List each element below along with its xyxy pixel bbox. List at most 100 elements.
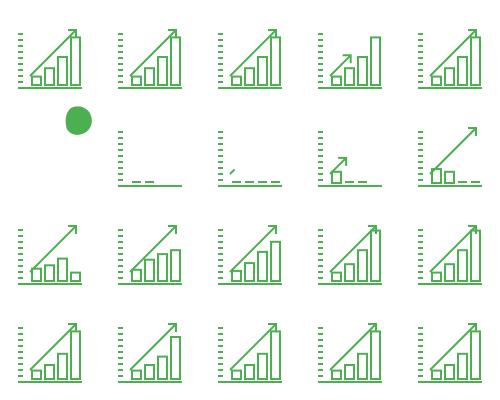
- chart-icon-frame-4: [318, 33, 382, 89]
- chart-bar: [144, 67, 155, 86]
- chart-bar: [344, 364, 355, 380]
- chart-bar: [170, 36, 181, 86]
- chart-bar: [270, 240, 281, 283]
- arrow-head-icon: [168, 29, 177, 38]
- arrow-head-icon: [268, 29, 277, 38]
- trend-line: [429, 225, 477, 273]
- arrow-head-icon: [68, 323, 77, 332]
- trend-line: [429, 127, 477, 175]
- chart-bar: [431, 168, 442, 184]
- chart-bar: [44, 264, 55, 283]
- trend-line: [329, 54, 352, 77]
- arrow-head-icon: [268, 225, 277, 234]
- trend-line: [129, 29, 177, 77]
- chart-bar: [357, 56, 368, 86]
- chart-bar: [231, 269, 242, 283]
- chart-bar: [431, 75, 442, 86]
- chart-bar: [170, 249, 181, 282]
- chart-bar: [357, 352, 368, 380]
- ink-blob: [65, 106, 92, 135]
- chart-bar: [144, 258, 155, 283]
- arrow-head-icon: [338, 156, 348, 166]
- chart-bar: [157, 253, 168, 282]
- chart-bar: [270, 36, 281, 86]
- chart-bar: [331, 369, 342, 381]
- trend-line: [329, 157, 347, 175]
- chart-bar: [257, 56, 268, 86]
- arrow-head-icon: [68, 225, 77, 234]
- trend-line: [129, 225, 177, 273]
- chart-bar: [270, 330, 281, 380]
- chart-bar: [131, 369, 142, 381]
- chart-bar: [444, 67, 455, 86]
- chart-bar: [44, 67, 55, 86]
- chart-bar: [457, 56, 468, 86]
- arrow-head-icon: [468, 29, 477, 38]
- chart-bar: [70, 330, 81, 380]
- chart-bar: [357, 249, 368, 282]
- trend-line: [129, 323, 177, 371]
- chart-icon-frame-1: [18, 29, 82, 89]
- chart-icon-frame-15: [418, 225, 482, 285]
- chart-icon-frame-19: [318, 323, 382, 383]
- chart-icon-frame-18: [218, 323, 282, 383]
- trend-line: [29, 323, 77, 371]
- chart-icon-frame-17: [118, 323, 182, 383]
- chart-bar: [57, 257, 68, 283]
- arrow-head-icon: [368, 323, 377, 332]
- arrow-head-icon: [168, 323, 177, 332]
- chart-icon-frame-5: [418, 29, 482, 89]
- chart-bar: [131, 268, 142, 282]
- chart-bar: [444, 263, 455, 283]
- trend-line: [329, 225, 377, 273]
- chart-bar: [457, 352, 468, 380]
- chart-bar: [157, 56, 168, 86]
- trend-line: [229, 323, 277, 371]
- chart-bar: [244, 364, 255, 380]
- chart-icon-frame-7: [118, 131, 182, 187]
- chart-icon-frame-13: [218, 225, 282, 285]
- chart-bar: [131, 75, 142, 86]
- chart-icon-frame-10: [418, 127, 482, 187]
- chart-bar: [70, 271, 81, 283]
- chart-icon-frame-9: [318, 131, 382, 187]
- chart-bar: [144, 364, 155, 380]
- chart-bar: [470, 36, 481, 86]
- chart-bar: [31, 75, 42, 86]
- arrow-head-icon: [468, 225, 477, 234]
- trend-line: [229, 29, 277, 77]
- chart-icon-frame-14: [318, 225, 382, 285]
- chart-icon-frame-6: [65, 106, 92, 135]
- arrow-head-icon: [342, 54, 352, 64]
- chart-bar: [231, 369, 242, 381]
- chart-bar: [444, 364, 455, 380]
- trend-line: [29, 29, 77, 77]
- chart-bar: [370, 330, 381, 380]
- chart-bar: [331, 75, 342, 86]
- chart-bar: [231, 75, 242, 86]
- chart-bar: [70, 36, 81, 86]
- chart-bar: [444, 170, 455, 185]
- chart-bar: [257, 352, 268, 380]
- chart-bar: [370, 36, 381, 86]
- chart-bar: [44, 364, 55, 380]
- chart-bar: [244, 262, 255, 282]
- trend-line: [229, 225, 277, 273]
- chart-icon-frame-12: [118, 225, 182, 285]
- arrow-head-icon: [68, 29, 77, 38]
- chart-bar: [470, 229, 481, 283]
- chart-bar: [31, 267, 42, 282]
- trend-line: [329, 323, 377, 371]
- chart-bar: [344, 263, 355, 283]
- chart-bar: [470, 330, 481, 380]
- chart-bar: [57, 352, 68, 380]
- chart-bar: [370, 229, 381, 283]
- trend-line: [29, 225, 77, 273]
- trend-line: [429, 323, 477, 371]
- chart-bar: [57, 56, 68, 86]
- chart-bar: [170, 336, 181, 380]
- chart-bar: [157, 355, 168, 381]
- arrow-head-icon: [368, 225, 377, 234]
